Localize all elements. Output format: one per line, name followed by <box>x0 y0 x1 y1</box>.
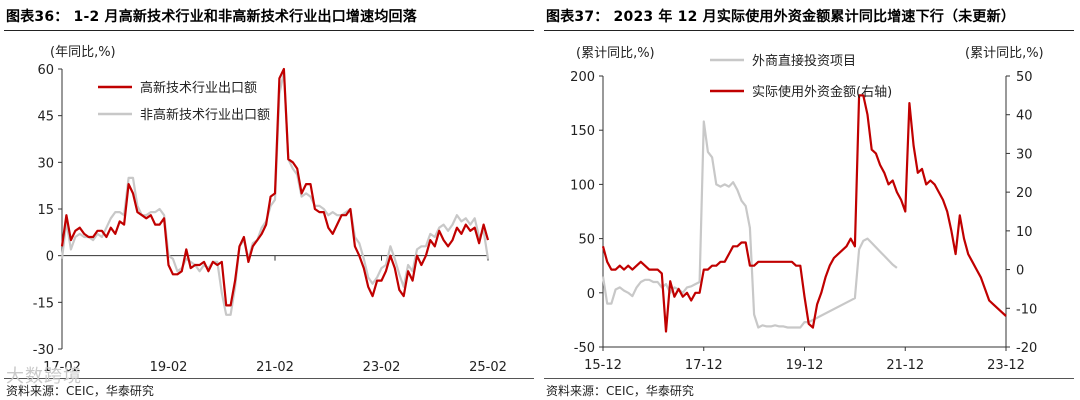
legend-label: 外商直接投资项目 <box>752 53 856 69</box>
y-tick-label: -15 <box>33 296 54 311</box>
chart-title: 图表36： 1-2 月高新技术行业和非高新技术行业出口增速均回落 <box>6 9 417 25</box>
x-tick-label: 19-02 <box>150 360 188 375</box>
right-y-tick-label: -10 <box>1016 302 1037 317</box>
y-tick-label: 0 <box>46 250 54 265</box>
y-tick-label: 60 <box>37 63 54 78</box>
left-y-tick-label: 200 <box>570 70 595 85</box>
right-y-axis-label: (累计同比,%) <box>965 46 1044 61</box>
series-line-non-high-tech <box>60 71 490 316</box>
left-y-tick-label: 50 <box>578 233 595 248</box>
legend-label: 实际使用外资金额(右轴) <box>752 84 892 100</box>
source-note: 资料来源：CEIC，华泰研究 <box>546 384 694 398</box>
x-tick-label: 21-12 <box>886 358 924 373</box>
title-divider <box>544 30 1074 31</box>
y-tick-label: 30 <box>37 156 54 171</box>
left-y-tick-label: 0 <box>587 287 595 302</box>
chart-37-plot: (累计同比,%) (累计同比,%) -50 0 50 100 150 200 -20 -10 0 10… <box>570 46 1044 373</box>
left-y-tick-label: 150 <box>570 124 595 139</box>
source-note: 资料来源：CEIC，华泰研究 <box>6 384 154 398</box>
x-tick-label: 21-02 <box>256 360 294 375</box>
y-tick-label: 15 <box>37 203 54 218</box>
x-tick-label: 17-12 <box>685 358 723 373</box>
watermark-text: 大数跨境 <box>6 366 82 387</box>
left-y-axis-label: (累计同比,%) <box>576 46 655 61</box>
legend-label: 高新技术行业出口额 <box>140 80 257 96</box>
title-divider <box>4 30 534 31</box>
left-y-tick-label: 100 <box>570 178 595 193</box>
right-y-tick-label: 40 <box>1016 109 1033 124</box>
right-y-tick-label: 50 <box>1016 70 1033 85</box>
x-tick-label: 19-12 <box>786 358 824 373</box>
x-tick-label: 25-02 <box>469 360 507 375</box>
right-y-tick-label: -20 <box>1016 341 1037 356</box>
x-tick-label: 15-12 <box>584 358 622 373</box>
source-divider <box>4 378 534 379</box>
left-y-tick-label: -50 <box>574 341 595 356</box>
chart-title: 图表37： 2023 年 12 月实际使用外资金额累计同比增速下行（未更新） <box>546 9 1016 25</box>
x-tick-label: 23-12 <box>987 358 1025 373</box>
chart-37-panel: 图表37： 2023 年 12 月实际使用外资金额累计同比增速下行（未更新） (… <box>540 0 1080 400</box>
legend-label: 非高新技术行业出口额 <box>140 107 270 123</box>
y-axis-label: (年同比,%) <box>50 45 116 60</box>
right-y-tick-label: 0 <box>1016 264 1024 279</box>
right-y-tick-label: 30 <box>1016 147 1033 162</box>
series-line-actual-fdi <box>601 94 1007 333</box>
x-tick-label: 17-02 <box>43 360 81 375</box>
y-tick-label: 45 <box>37 110 54 125</box>
series-line-high-tech <box>60 67 490 307</box>
source-divider <box>544 378 1074 379</box>
chart-36-plot: (年同比,%) -30 -15 0 15 30 45 60 17-02 19-02 21-02 23-… <box>33 45 507 375</box>
x-tick-label: 23-02 <box>363 360 401 375</box>
chart-36-panel: 图表36： 1-2 月高新技术行业和非高新技术行业出口增速均回落 (年同比,%)… <box>4 9 534 398</box>
series-line-fdi-projects <box>601 120 898 329</box>
y-tick-label: -30 <box>33 343 54 358</box>
right-y-tick-label: 20 <box>1016 186 1033 201</box>
right-y-tick-label: 10 <box>1016 225 1033 240</box>
